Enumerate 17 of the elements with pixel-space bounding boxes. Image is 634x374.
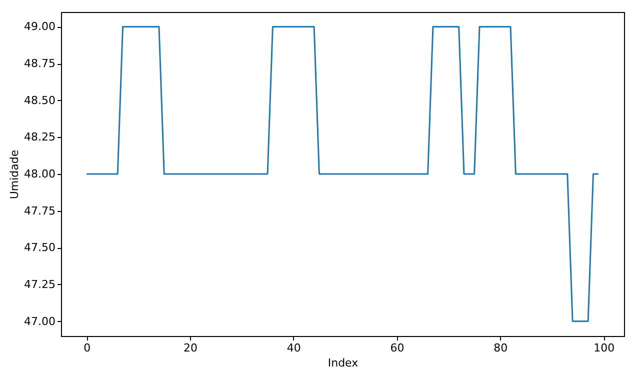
x-tick-label: 0 (84, 342, 91, 354)
y-tick-label: 47.00 (24, 314, 56, 328)
y-tick-label: 48.75 (24, 57, 56, 70)
y-tick-label: 47.50 (24, 241, 56, 254)
x-tick-label: 60 (390, 342, 404, 354)
x-tick-label: 100 (594, 342, 615, 354)
y-tick-label: 49.00 (24, 20, 56, 34)
y-tick-label: 48.25 (24, 130, 56, 144)
y-axis-title: Umidade (8, 150, 22, 200)
y-tick-label: 47.25 (24, 278, 56, 291)
y-tick-label: 48.50 (24, 94, 56, 107)
x-tick-label: 20 (183, 342, 198, 354)
x-axis-title: Index (328, 356, 359, 370)
y-tick-label: 48.00 (24, 168, 56, 180)
x-tick-label: 40 (286, 342, 301, 354)
x-tick-label: 80 (494, 342, 508, 354)
y-tick-label: 47.75 (24, 204, 56, 218)
